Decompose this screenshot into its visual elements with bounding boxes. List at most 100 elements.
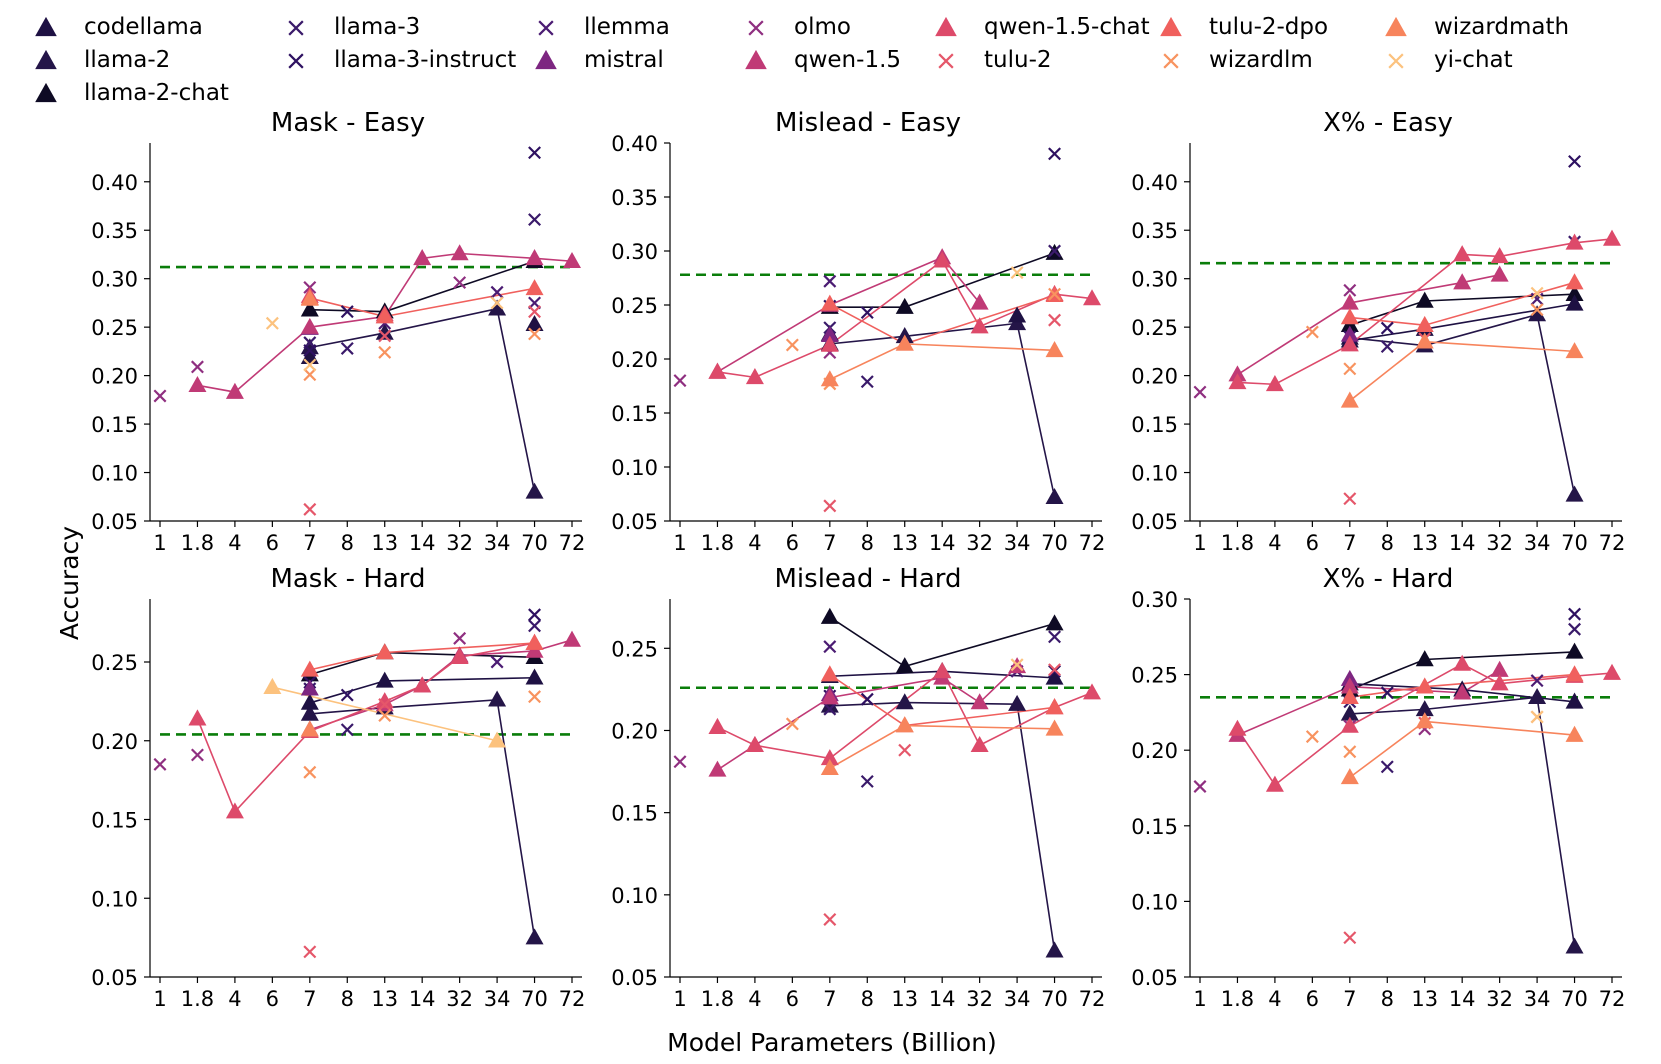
point-qwen-1.5-chat (1453, 245, 1472, 262)
x-tick-label: 1 (153, 531, 166, 555)
point-qwen-1.5 (413, 249, 432, 266)
series-line-llama-2 (309, 698, 536, 938)
x-tick-label: 32 (1486, 987, 1513, 1011)
x-tick-label: 4 (228, 531, 241, 555)
series-line-qwen-1.5 (717, 256, 981, 373)
point-qwen-1.5 (1490, 660, 1509, 677)
point-llama-2 (300, 704, 319, 721)
point-qwen-1.5-chat (708, 717, 727, 734)
legend-item-llama-3-instruct: llama-3-instruct (280, 47, 516, 73)
x-tick-label: 70 (521, 987, 548, 1011)
x-tick-label: 7 (823, 987, 836, 1011)
point-codellama (525, 668, 544, 685)
x-tick-label: 6 (266, 531, 279, 555)
x-tick-label: 34 (484, 531, 511, 555)
point-codellama (1565, 294, 1584, 311)
legend-label: qwen-1.5 (794, 47, 902, 73)
y-tick-label: 0.05 (611, 510, 658, 534)
point-qwen-1.5-chat (1490, 247, 1509, 264)
y-tick-label: 0.25 (1131, 316, 1178, 340)
point-llama-2 (375, 323, 394, 340)
point-llama-3-instruct (1048, 147, 1062, 161)
point-qwen-1.5 (820, 688, 839, 705)
legend-item-tulu-2: tulu-2 (930, 47, 1052, 73)
point-llama-3-instruct (860, 692, 874, 706)
x-tick-label: 1 (153, 987, 166, 1011)
point-mistral (1340, 325, 1359, 342)
point-wizardlm (303, 765, 317, 779)
series-line-llama-2 (829, 701, 1056, 951)
point-yi-chat (1010, 658, 1024, 672)
panel-title: Mask - Easy (271, 108, 425, 138)
legend-label: codellama (84, 14, 203, 40)
point-qwen-1.5-chat (1265, 375, 1284, 392)
x-tick-label: 14 (409, 531, 436, 555)
point-qwen-1.5-chat (970, 317, 989, 334)
x-tick-label: 1 (1193, 531, 1206, 555)
x-tick-label: 1.8 (1221, 531, 1254, 555)
point-qwen-1.5-chat (933, 662, 952, 679)
point-qwen-1.5 (1453, 273, 1472, 290)
x-tick-label: 13 (1411, 987, 1438, 1011)
point-llama-3-instruct (340, 305, 354, 319)
x-tick-label: 34 (1524, 987, 1551, 1011)
point-tulu-2-dpo (300, 660, 319, 677)
point-qwen-1.5-chat (970, 735, 989, 753)
x-tick-label: 7 (823, 531, 836, 555)
x-axis-label: Model Parameters (Billion) (667, 1028, 997, 1057)
point-codellama (1045, 668, 1064, 685)
y-tick-label: 0.15 (611, 802, 658, 826)
panel-1: Mislead - Easy 0.05 0.10 0.15 0.20 0.25 0.30 0.… (611, 108, 1105, 555)
point-qwen-1.5-chat (1228, 373, 1247, 390)
point-tulu-2-dpo (1340, 687, 1359, 705)
point-llama-2 (1528, 687, 1547, 705)
point-qwen-1.5-chat (933, 251, 952, 268)
point-qwen-1.5-chat (1083, 683, 1101, 700)
point-qwen-1.5-chat (1603, 229, 1621, 246)
point-tulu-2-dpo (525, 279, 544, 296)
legend-item-llama-2-chat: llama-2-chat (30, 80, 229, 106)
x-tick-label: 72 (1599, 987, 1626, 1011)
point-qwen-1.5 (525, 249, 544, 266)
legend-marker-wizardlm (1163, 53, 1179, 69)
point-tulu-2 (528, 305, 542, 319)
point-llama-2-chat (895, 297, 914, 314)
point-qwen-1.5-chat (820, 749, 839, 766)
point-llama-2 (488, 690, 507, 707)
x-tick-label: 1.8 (701, 987, 734, 1011)
point-llama-2-chat (1415, 650, 1434, 667)
point-llama-3-instruct (528, 608, 542, 622)
y-tick-label: 0.20 (1131, 365, 1178, 389)
point-wizardmath (820, 758, 839, 776)
y-tick-label: 0.35 (611, 186, 658, 210)
x-tick-label: 13 (891, 531, 918, 555)
legend-item-wizardmath: wizardmath (1380, 14, 1569, 40)
x-tick-label: 1.8 (1221, 987, 1254, 1011)
point-qwen-1.5-chat (1228, 719, 1247, 736)
point-wizardmath (895, 334, 914, 351)
point-llemma (823, 640, 837, 654)
point-olmo (190, 748, 204, 762)
x-tick-label: 34 (1004, 987, 1031, 1011)
point-llemma (1530, 292, 1544, 306)
y-tick-label: 0.05 (91, 966, 138, 990)
point-llama-3-instruct (860, 306, 874, 320)
panel-4: Mislead - Hard 0.05 0.10 0.15 0.20 0.25 1 1.8 4 6… (611, 564, 1105, 1011)
point-llama-3 (1048, 244, 1062, 258)
point-tulu-2-dpo (1565, 665, 1584, 682)
point-wizardlm (1048, 287, 1062, 301)
point-llama-3-instruct (528, 146, 542, 160)
point-llama-3-instruct (1380, 321, 1394, 335)
point-qwen-1.5-chat (1565, 233, 1584, 250)
point-qwen-1.5-chat (188, 709, 207, 726)
point-wizardlm (785, 717, 799, 731)
point-llama-2 (1008, 694, 1027, 711)
point-llama-3-instruct (1568, 154, 1582, 168)
point-wizardlm (1305, 730, 1319, 744)
y-axis-label: Accuracy (55, 526, 84, 640)
point-olmo (1193, 780, 1207, 793)
point-wizardmath (1340, 391, 1359, 408)
point-llama-2-chat (1565, 642, 1584, 659)
point-wizardlm (1343, 362, 1357, 376)
legend-item-yi-chat: yi-chat (1380, 47, 1513, 73)
